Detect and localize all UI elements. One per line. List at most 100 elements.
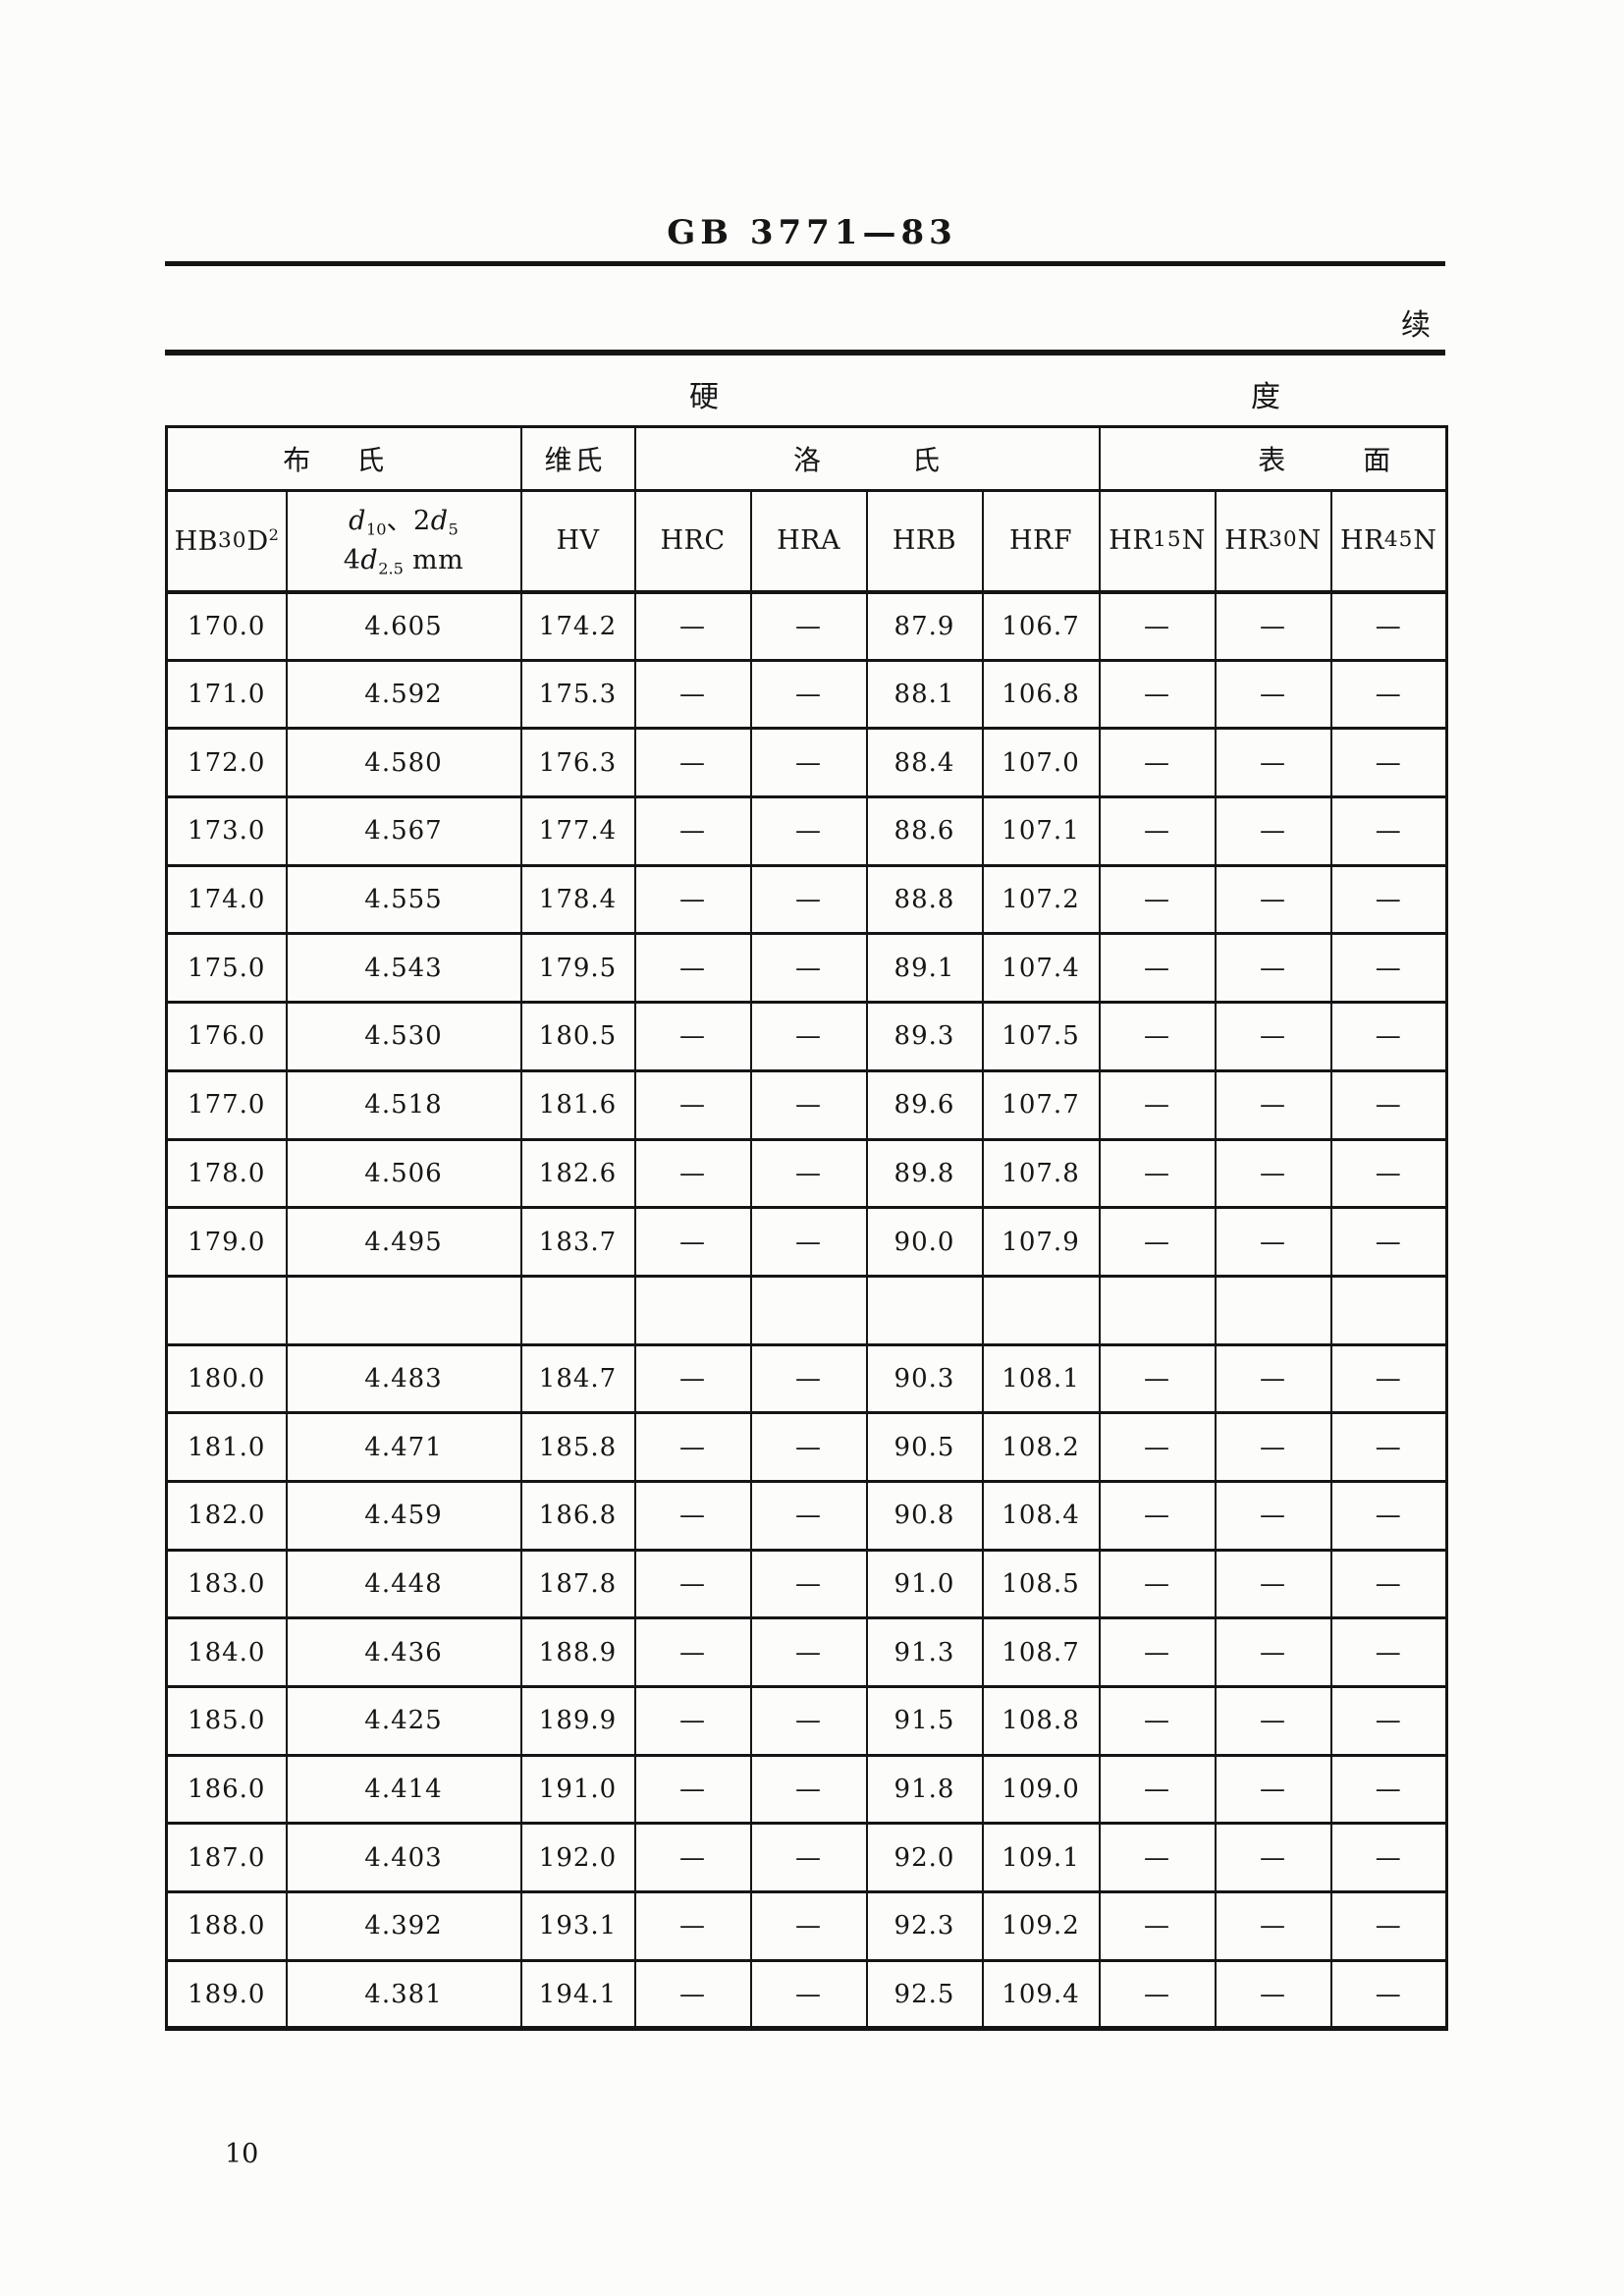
column-header-d-values: d10、2d5 4d2.5 mm [285, 490, 522, 594]
table-cell: — [633, 796, 752, 867]
group-header-rockwell: 洛氏 [633, 426, 1101, 492]
table-cell: — [749, 1481, 868, 1552]
table-cell: 108.1 [981, 1344, 1101, 1415]
column-header-hra: HRA [749, 490, 868, 594]
hardness-super-header-left: 硬 [689, 380, 719, 414]
table-cell: — [633, 1002, 752, 1072]
table-cell: 89.8 [865, 1139, 984, 1210]
table-cell: 4.471 [285, 1412, 522, 1483]
table-cell: — [1329, 1550, 1448, 1620]
table-row-171.0: 171.0 4.592 175.3— —88.1 106.8— — — [165, 660, 1448, 731]
table-cell: — [1214, 660, 1332, 731]
table-cell: — [1098, 1207, 1217, 1278]
table-cell: 88.4 [865, 728, 984, 799]
column-header-hv: HV [519, 490, 636, 594]
table-row-173.0: 173.0 4.567 177.4— —88.6 107.1— — — [165, 796, 1448, 867]
table-cell: 4.605 [285, 591, 522, 662]
table-cell: 89.6 [865, 1070, 984, 1141]
table-cell: — [633, 1412, 752, 1483]
standard-number-title: GB 3771—83 [667, 213, 957, 252]
table-cell: — [1098, 1823, 1217, 1894]
table-cell: 4.459 [285, 1481, 522, 1552]
table-cell: — [1214, 933, 1332, 1005]
table-cell: — [1098, 865, 1217, 936]
table-cell: 108.7 [981, 1617, 1101, 1688]
table-cell: — [749, 1755, 868, 1826]
table-cell: 180.5 [519, 1002, 636, 1072]
table-cell: 106.7 [981, 591, 1101, 662]
page-number: 10 [225, 2139, 259, 2169]
table-cell: — [749, 1617, 868, 1688]
table-cell: — [1329, 1207, 1448, 1278]
table-cell: — [749, 1686, 868, 1757]
table-row-181.0: 181.0 4.471 185.8— —90.5 108.2— — — [165, 1412, 1448, 1483]
table-cell: — [1098, 933, 1217, 1005]
table-cell: 91.8 [865, 1755, 984, 1826]
table-cell [1329, 1276, 1448, 1346]
table-row-180.0: 180.0 4.483 184.7— —90.3 108.1— — — [165, 1344, 1448, 1415]
table-row-182.0: 182.0 4.459 186.8— —90.8 108.4— — — [165, 1481, 1448, 1552]
table-cell: — [1214, 1344, 1332, 1415]
table-cell: 177.0 [165, 1070, 288, 1141]
table-cell: — [1329, 1891, 1448, 1962]
table-cell: — [1098, 1686, 1217, 1757]
table-cell: — [1329, 1002, 1448, 1072]
table-cell: — [1214, 1891, 1332, 1962]
table-cell: — [749, 933, 868, 1005]
table-cell: — [1098, 1070, 1217, 1141]
table-cell: — [1098, 1344, 1217, 1415]
table-cell: — [1098, 1891, 1217, 1962]
table-cell: — [633, 1617, 752, 1688]
table-cell [519, 1276, 636, 1346]
table-cell: — [1214, 1139, 1332, 1210]
table-cell: — [1214, 591, 1332, 662]
table-cell: 182.0 [165, 1481, 288, 1552]
table-cell: 182.6 [519, 1139, 636, 1210]
table-cell [285, 1276, 522, 1346]
table-cell: — [1214, 865, 1332, 936]
table-cell: — [1098, 1960, 1217, 2029]
column-header-hr45n: HR45N [1329, 490, 1448, 594]
table-cell: — [1329, 1481, 1448, 1552]
table-row-183.0: 183.0 4.448 187.8— —91.0 108.5— — — [165, 1550, 1448, 1620]
table-cell: 194.1 [519, 1960, 636, 2029]
table-row-184.0: 184.0 4.436 188.9— —91.3 108.7— — — [165, 1617, 1448, 1688]
table-cell: 89.3 [865, 1002, 984, 1072]
table-cell: 4.436 [285, 1617, 522, 1688]
table-cell: — [1329, 796, 1448, 867]
table-cell: 106.8 [981, 660, 1101, 731]
table-row-170.0: 170.0 4.605 174.2— —87.9 106.7— — — [165, 591, 1448, 662]
table-cell: — [1329, 1344, 1448, 1415]
table-cell: — [1329, 1686, 1448, 1757]
table-cell: — [1098, 1550, 1217, 1620]
table-cell [749, 1276, 868, 1346]
table-cell: — [1329, 1960, 1448, 2029]
group-header-vickers: 维氏 [519, 426, 636, 492]
table-cell: 192.0 [519, 1823, 636, 1894]
table-cell: — [1329, 728, 1448, 799]
table-cell: — [1329, 1070, 1448, 1141]
table-cell: 90.3 [865, 1344, 984, 1415]
table-cell: — [1329, 660, 1448, 731]
table-cell: 175.3 [519, 660, 636, 731]
table-row-175.0: 175.0 4.543 179.5— —89.1 107.4— — — [165, 933, 1448, 1005]
table-cell: — [1214, 1686, 1332, 1757]
table-cell: 108.4 [981, 1481, 1101, 1552]
table-row-172.0: 172.0 4.580 176.3— —88.4 107.0— — — [165, 728, 1448, 799]
table-cell: 179.5 [519, 933, 636, 1005]
table-cell: 4.518 [285, 1070, 522, 1141]
table-cell: 87.9 [865, 591, 984, 662]
table-cell: 184.0 [165, 1617, 288, 1688]
table-cell: 107.2 [981, 865, 1101, 936]
continued-label: 续 [1401, 308, 1431, 343]
table-cell: — [749, 1139, 868, 1210]
table-cell: — [749, 1344, 868, 1415]
table-cell: 91.0 [865, 1550, 984, 1620]
table-cell: — [1214, 1207, 1332, 1278]
table-cell: 186.8 [519, 1481, 636, 1552]
table-cell [1214, 1276, 1332, 1346]
table-cell: 4.403 [285, 1823, 522, 1894]
table-cell: — [633, 1891, 752, 1962]
table-cell: 4.495 [285, 1207, 522, 1278]
table-cell: 4.506 [285, 1139, 522, 1210]
